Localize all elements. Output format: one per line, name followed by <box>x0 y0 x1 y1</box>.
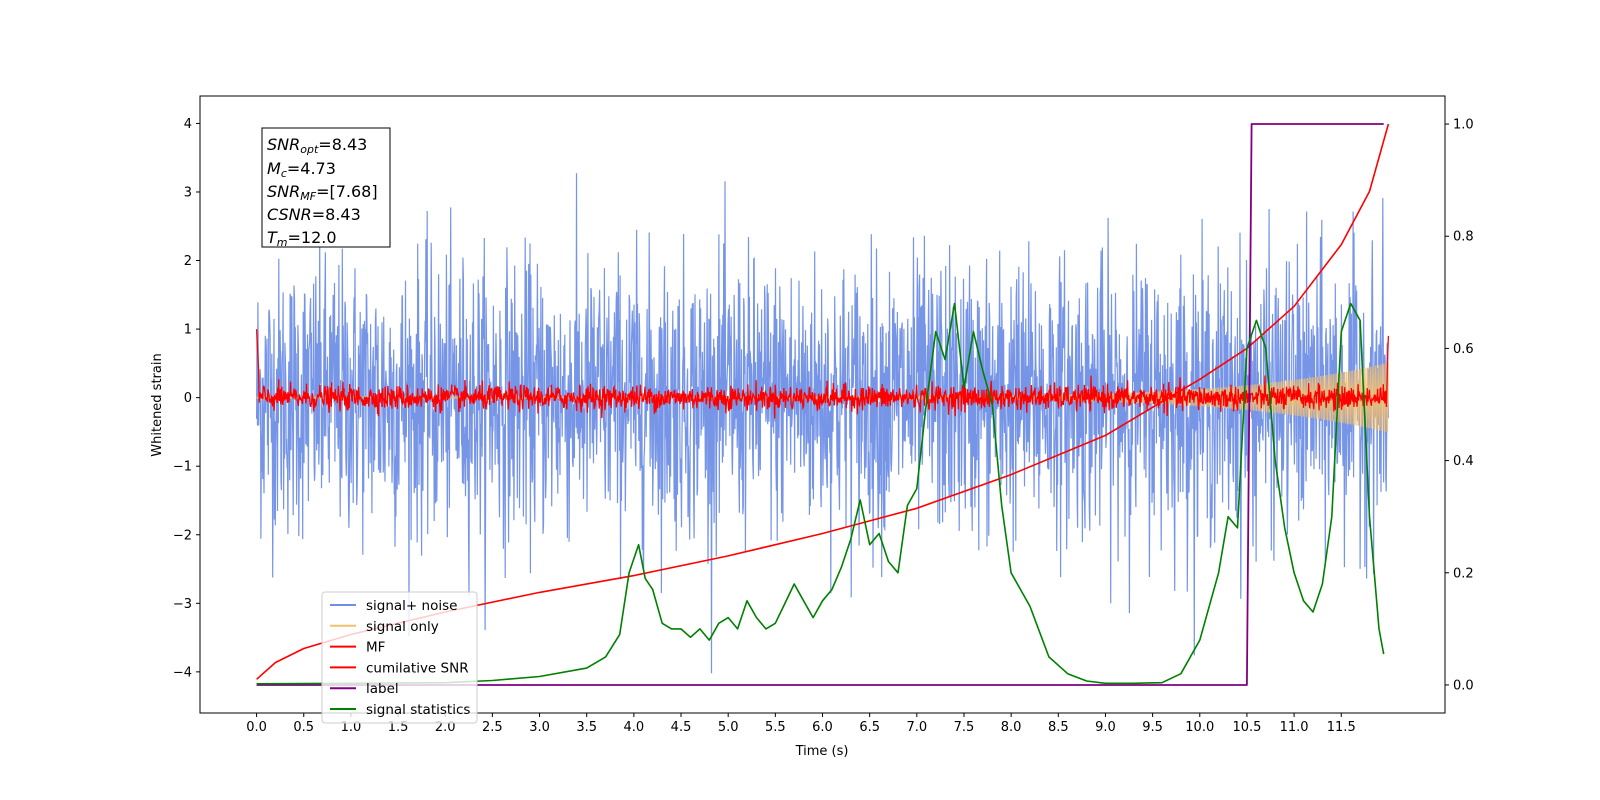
y-tick-label: 1 <box>184 323 192 338</box>
y2-tick-label: 1.0 <box>1453 118 1474 133</box>
legend-label: MF <box>366 640 385 656</box>
y-tick-label: −2 <box>173 528 192 543</box>
legend-label: signal statistics <box>366 702 470 718</box>
x-axis-label: Time (s) <box>795 744 849 759</box>
legend-label: signal+ noise <box>366 598 457 614</box>
x-tick-label: 11.0 <box>1280 720 1309 735</box>
legend: signal+ noise signal only MF cumilative SNR… <box>321 591 478 724</box>
y2-tick-label: 0.2 <box>1453 566 1474 581</box>
x-tick-label: 4.5 <box>671 720 692 735</box>
y2-axis-ticks: 1.0 0.8 0.6 0.4 0.2 0.0 <box>1445 118 1474 693</box>
x-tick-label: 7.0 <box>906 720 927 735</box>
x-tick-label: 8.5 <box>1048 720 1069 735</box>
x-tick-label: 6.5 <box>859 720 880 735</box>
series-label <box>256 123 1384 686</box>
x-tick-label: 3.5 <box>576 720 597 735</box>
x-tick-label: 9.0 <box>1095 720 1116 735</box>
legend-label: cumilative SNR <box>366 660 469 676</box>
y2-tick-label: 0.4 <box>1453 454 1474 469</box>
annotation-csnr: CSNR=8.43 <box>267 205 361 224</box>
stats-annotation-box: SNRopt=8.43 Mc=4.73 SNRMF=[7.68] CSNR=8.… <box>261 127 391 249</box>
x-tick-label: 9.5 <box>1142 720 1163 735</box>
series-mf <box>255 329 1390 419</box>
x-tick-label: 8.0 <box>1001 720 1022 735</box>
x-tick-label: 2.0 <box>435 720 456 735</box>
x-tick-label: 3.0 <box>529 720 550 735</box>
x-tick-label: 10.0 <box>1185 720 1214 735</box>
y-tick-label: 3 <box>184 185 192 200</box>
series-signal-statistics <box>256 302 1385 685</box>
mf-line <box>255 329 1390 419</box>
x-tick-label: 7.5 <box>954 720 975 735</box>
label-line <box>256 123 1384 686</box>
x-tick-label: 0.5 <box>293 720 314 735</box>
x-axis-ticks: 0.0 0.5 1.0 1.5 2.0 2.5 3.0 3.5 4.0 4.5 5.0 5.5 6.0 6… <box>246 713 1356 735</box>
annotation-tm: Tm=12.0 <box>267 228 337 249</box>
annotation-mc: Mc=4.73 <box>267 159 336 180</box>
y-axis-ticks: 4 3 2 1 0 −1 −2 −3 −4 <box>173 117 200 680</box>
x-tick-label: 11.5 <box>1327 720 1356 735</box>
y-tick-label: −1 <box>173 460 192 475</box>
x-tick-label: 5.5 <box>765 720 786 735</box>
x-tick-label: 5.0 <box>718 720 739 735</box>
legend-label: signal only <box>366 619 439 635</box>
signal-statistics-line <box>256 302 1385 685</box>
signal-plus-noise-line <box>256 173 1389 674</box>
y2-tick-label: 0.0 <box>1453 678 1474 693</box>
x-tick-label: 10.5 <box>1232 720 1261 735</box>
series-signal-plus-noise <box>256 173 1389 674</box>
y-tick-label: 2 <box>184 254 192 269</box>
legend-box <box>321 591 478 724</box>
x-tick-label: 0.0 <box>246 720 267 735</box>
annotation-snr-mf: SNRMF=[7.68] <box>267 182 378 203</box>
y-axis-label: Whitened strain <box>150 353 165 456</box>
y2-tick-label: 0.8 <box>1453 230 1474 245</box>
x-tick-label: 1.0 <box>341 720 362 735</box>
x-tick-label: 2.5 <box>482 720 503 735</box>
y-tick-label: 4 <box>184 117 192 132</box>
x-tick-label: 4.0 <box>624 720 645 735</box>
x-tick-label: 1.5 <box>388 720 409 735</box>
y-tick-label: −4 <box>173 665 192 680</box>
annotation-snr-opt: SNRopt=8.43 <box>267 135 367 156</box>
x-tick-label: 6.0 <box>812 720 833 735</box>
y2-tick-label: 0.6 <box>1453 342 1474 357</box>
y-tick-label: −3 <box>173 597 192 612</box>
legend-label: label <box>366 681 399 697</box>
y-tick-label: 0 <box>184 391 192 406</box>
